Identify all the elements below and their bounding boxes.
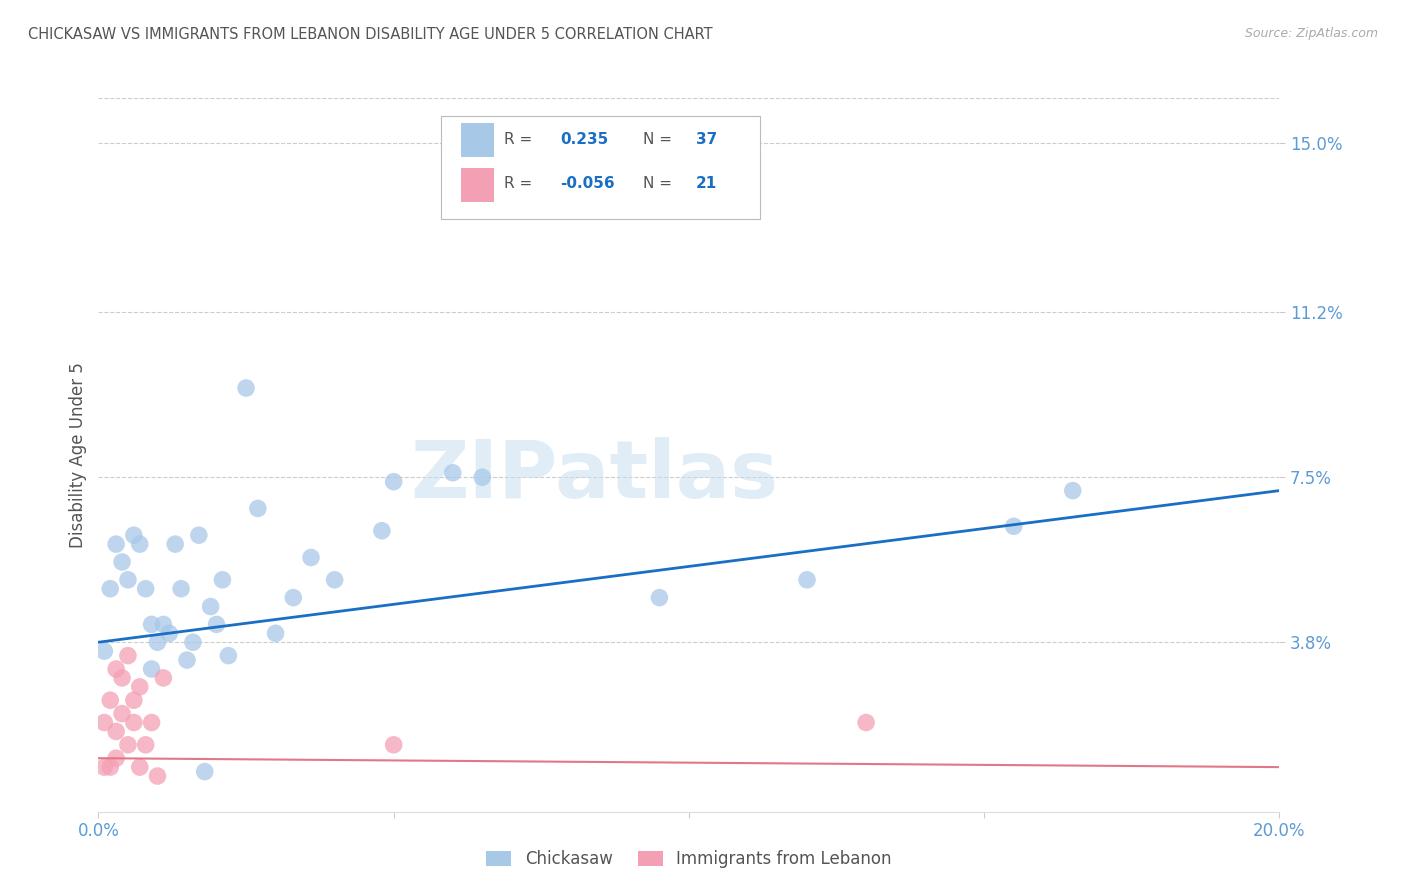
Point bbox=[181, 635, 204, 649]
Point bbox=[117, 573, 139, 587]
Point bbox=[211, 573, 233, 587]
Point bbox=[105, 724, 128, 739]
Point bbox=[323, 573, 346, 587]
FancyBboxPatch shape bbox=[441, 116, 759, 219]
Point bbox=[122, 528, 145, 542]
Point bbox=[264, 626, 287, 640]
Point bbox=[200, 599, 222, 614]
Point bbox=[93, 715, 115, 730]
Text: 21: 21 bbox=[696, 177, 717, 192]
Point bbox=[93, 760, 115, 774]
Point bbox=[648, 591, 671, 605]
Point bbox=[855, 715, 877, 730]
Text: -0.056: -0.056 bbox=[560, 177, 614, 192]
Text: CHICKASAW VS IMMIGRANTS FROM LEBANON DISABILITY AGE UNDER 5 CORRELATION CHART: CHICKASAW VS IMMIGRANTS FROM LEBANON DIS… bbox=[28, 27, 713, 42]
Point bbox=[194, 764, 217, 779]
Point bbox=[246, 501, 269, 516]
Point bbox=[128, 537, 150, 551]
Point bbox=[128, 680, 150, 694]
Point bbox=[122, 693, 145, 707]
FancyBboxPatch shape bbox=[461, 168, 494, 202]
Point bbox=[141, 617, 163, 632]
Point bbox=[105, 537, 128, 551]
Point bbox=[135, 582, 157, 596]
Point bbox=[105, 662, 128, 676]
Text: 37: 37 bbox=[696, 132, 717, 147]
Point bbox=[217, 648, 239, 663]
Point bbox=[299, 550, 322, 565]
Text: N =: N = bbox=[643, 177, 672, 192]
Point bbox=[157, 626, 180, 640]
Point bbox=[111, 671, 134, 685]
Point bbox=[141, 662, 163, 676]
Point bbox=[111, 706, 134, 721]
Point bbox=[146, 635, 169, 649]
Point bbox=[141, 715, 163, 730]
Point bbox=[235, 381, 257, 395]
Text: R =: R = bbox=[503, 177, 531, 192]
Point bbox=[93, 644, 115, 658]
Point bbox=[98, 582, 121, 596]
Point bbox=[152, 671, 174, 685]
Point bbox=[98, 760, 121, 774]
Point bbox=[135, 738, 157, 752]
Point bbox=[1062, 483, 1084, 498]
FancyBboxPatch shape bbox=[461, 123, 494, 158]
Y-axis label: Disability Age Under 5: Disability Age Under 5 bbox=[69, 362, 87, 548]
Point bbox=[165, 537, 187, 551]
Text: ZIPatlas: ZIPatlas bbox=[411, 437, 779, 516]
Point bbox=[170, 582, 193, 596]
Point bbox=[283, 591, 305, 605]
Point bbox=[176, 653, 198, 667]
Point bbox=[187, 528, 209, 542]
Point bbox=[146, 769, 169, 783]
Text: N =: N = bbox=[643, 132, 672, 147]
Legend: Chickasaw, Immigrants from Lebanon: Chickasaw, Immigrants from Lebanon bbox=[479, 844, 898, 875]
Point bbox=[382, 738, 405, 752]
Point bbox=[98, 693, 121, 707]
Point bbox=[205, 617, 228, 632]
Point bbox=[117, 738, 139, 752]
Point bbox=[441, 466, 464, 480]
Point bbox=[471, 470, 494, 484]
Point bbox=[796, 573, 818, 587]
Point bbox=[117, 648, 139, 663]
Point bbox=[371, 524, 394, 538]
Text: 0.235: 0.235 bbox=[560, 132, 609, 147]
Point bbox=[1002, 519, 1025, 533]
Text: Source: ZipAtlas.com: Source: ZipAtlas.com bbox=[1244, 27, 1378, 40]
Point bbox=[382, 475, 405, 489]
Text: R =: R = bbox=[503, 132, 531, 147]
Point bbox=[152, 617, 174, 632]
Point bbox=[105, 751, 128, 765]
Point bbox=[122, 715, 145, 730]
Point bbox=[128, 760, 150, 774]
Point bbox=[111, 555, 134, 569]
